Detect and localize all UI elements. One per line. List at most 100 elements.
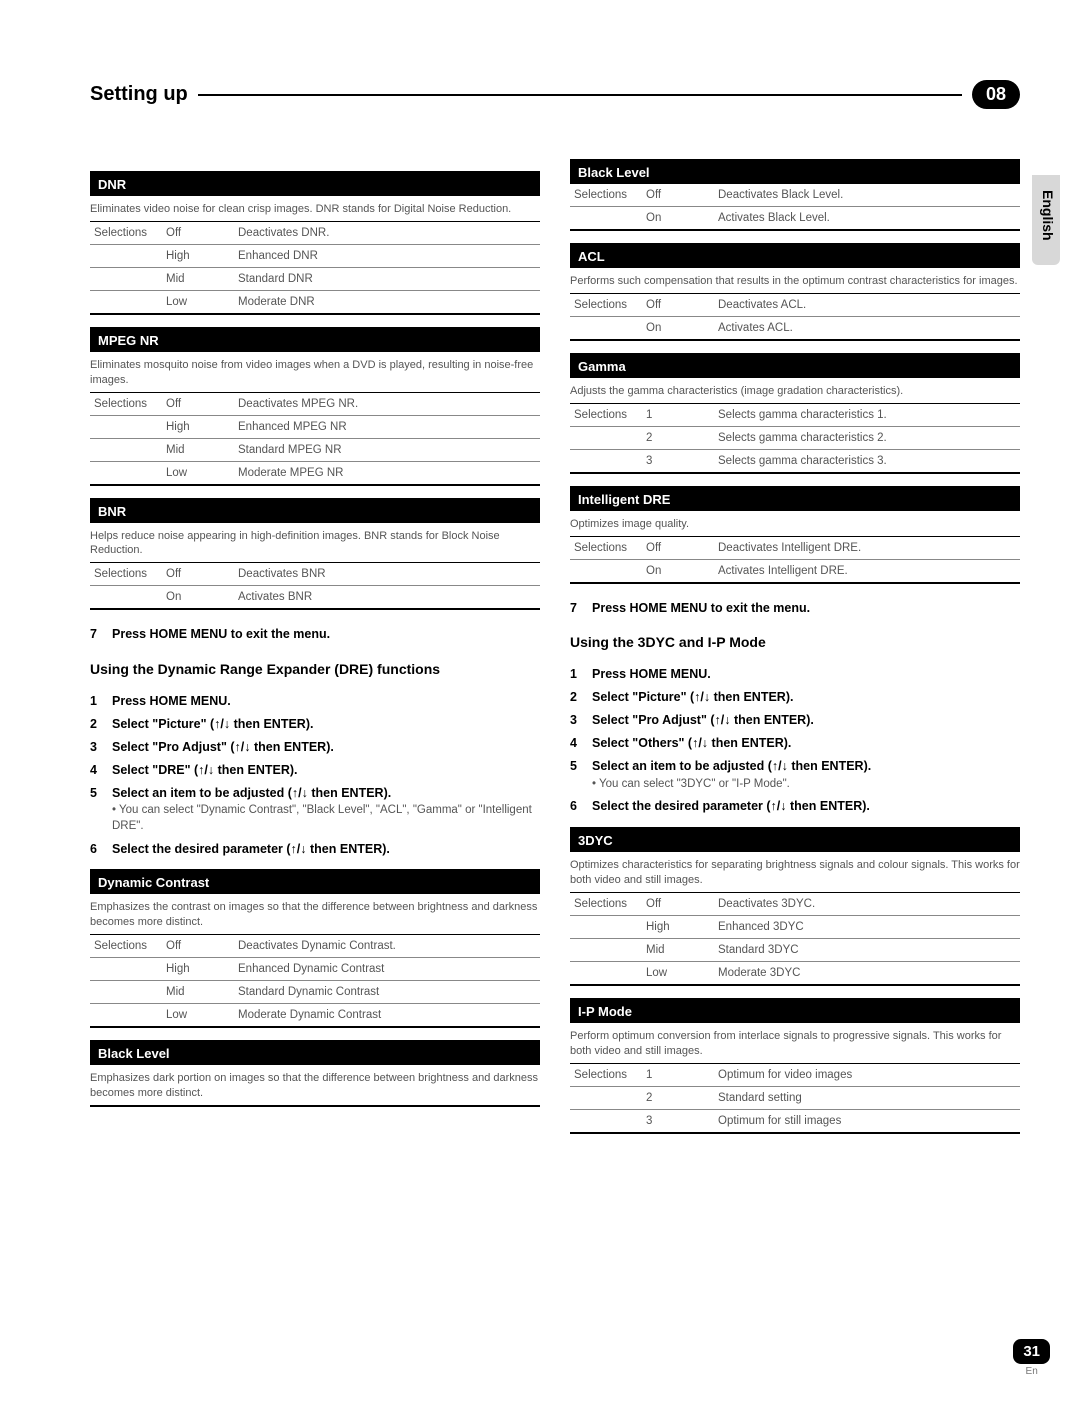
table-desc: Activates Intelligent DRE.: [714, 559, 1020, 583]
blacklevel-header: Black Level: [570, 159, 1020, 184]
table-value: 2: [642, 1086, 714, 1109]
step-text: Select an item to be adjusted (↑/↓ then …: [592, 758, 871, 792]
step-number: 1: [90, 693, 112, 710]
table-desc: Optimum for still images: [714, 1109, 1020, 1133]
step-item: 2Select "Picture" (↑/↓ then ENTER).: [90, 716, 540, 733]
acl-table: SelectionsOffDeactivates ACL. OnActivate…: [570, 294, 1020, 341]
step-item: 6Select the desired parameter (↑/↓ then …: [90, 841, 540, 858]
table-value: Mid: [162, 267, 234, 290]
table-desc: Activates BNR: [234, 586, 540, 610]
table-label: [570, 449, 642, 473]
mpegnr-table: SelectionsOffDeactivates MPEG NR. HighEn…: [90, 393, 540, 486]
table-value: On: [642, 316, 714, 340]
idre-header: Intelligent DRE: [570, 486, 1020, 511]
table-desc: Optimum for video images: [714, 1064, 1020, 1087]
step-number: 3: [90, 739, 112, 756]
tdyc-header: 3DYC: [570, 827, 1020, 852]
table-label: [90, 290, 162, 314]
table-value: 1: [642, 404, 714, 427]
table-desc: Moderate 3DYC: [714, 961, 1020, 985]
table-label: [570, 961, 642, 985]
table-desc: Moderate Dynamic Contrast: [234, 1004, 540, 1028]
step-item: 6Select the desired parameter (↑/↓ then …: [570, 798, 1020, 815]
table-desc: Enhanced 3DYC: [714, 915, 1020, 938]
dnr-table: SelectionsOffDeactivates DNR. HighEnhanc…: [90, 222, 540, 315]
page-number: 31: [1013, 1339, 1050, 1364]
table-label: Selections: [570, 893, 642, 916]
step-text: Select the desired parameter (↑/↓ then E…: [112, 841, 390, 858]
table-desc: Standard setting: [714, 1086, 1020, 1109]
step-item: 4Select "DRE" (↑/↓ then ENTER).: [90, 762, 540, 779]
step-text: Select the desired parameter (↑/↓ then E…: [592, 798, 870, 815]
table-desc: Deactivates DNR.: [234, 222, 540, 245]
mode-steps: 1Press HOME MENU. 2Select "Picture" (↑/↓…: [570, 666, 1020, 815]
right-column: Black Level SelectionsOffDeactivates Bla…: [570, 159, 1020, 1134]
table-desc: Activates ACL.: [714, 316, 1020, 340]
table-value: Off: [162, 563, 234, 586]
table-label: [90, 586, 162, 610]
step-number: 3: [570, 712, 592, 729]
gamma-table: Selections1Selects gamma characteristics…: [570, 404, 1020, 474]
gamma-desc: Adjusts the gamma characteristics (image…: [570, 378, 1020, 404]
ipmode-table: Selections1Optimum for video images 2Sta…: [570, 1064, 1020, 1134]
step-item: 5Select an item to be adjusted (↑/↓ then…: [570, 758, 1020, 792]
table-label: Selections: [90, 935, 162, 958]
step-text: Select "DRE" (↑/↓ then ENTER).: [112, 762, 298, 779]
table-desc: Selects gamma characteristics 1.: [714, 404, 1020, 427]
step-number: 6: [570, 798, 592, 815]
table-label: [90, 958, 162, 981]
blacklevel-table: SelectionsOffDeactivates Black Level. On…: [570, 184, 1020, 231]
table-value: High: [642, 915, 714, 938]
bnr-desc: Helps reduce noise appearing in high-def…: [90, 523, 540, 564]
table-desc: Deactivates Dynamic Contrast.: [234, 935, 540, 958]
language-tab: English: [1040, 190, 1056, 241]
step-item: 7Press HOME MENU to exit the menu.: [90, 626, 540, 643]
table-desc: Deactivates ACL.: [714, 294, 1020, 317]
table-value: Off: [162, 935, 234, 958]
table-label: [570, 316, 642, 340]
bnr-table: SelectionsOffDeactivates BNR OnActivates…: [90, 563, 540, 610]
table-value: High: [162, 244, 234, 267]
step-number: 4: [570, 735, 592, 752]
dre-heading: Using the Dynamic Range Expander (DRE) f…: [90, 661, 540, 677]
table-value: 1: [642, 1064, 714, 1087]
table-value: On: [162, 586, 234, 610]
step-number: 2: [90, 716, 112, 733]
step-text: Select "Picture" (↑/↓ then ENTER).: [592, 689, 793, 706]
table-label: [570, 938, 642, 961]
table-label: [90, 981, 162, 1004]
table-label: Selections: [90, 393, 162, 416]
acl-desc: Performs such compensation that results …: [570, 268, 1020, 294]
table-desc: Moderate MPEG NR: [234, 461, 540, 485]
table-label: [90, 267, 162, 290]
table-desc: Deactivates Intelligent DRE.: [714, 537, 1020, 560]
table-label: Selections: [570, 294, 642, 317]
table-value: Off: [642, 537, 714, 560]
step-item: 4Select "Others" (↑/↓ then ENTER).: [570, 735, 1020, 752]
table-label: [570, 1086, 642, 1109]
table-value: Off: [162, 393, 234, 416]
table-label: [570, 426, 642, 449]
mode-heading: Using the 3DYC and I-P Mode: [570, 634, 1020, 650]
table-desc: Deactivates 3DYC.: [714, 893, 1020, 916]
bnr-header: BNR: [90, 498, 540, 523]
table-label: [570, 207, 642, 231]
step-sub: • You can select "Dynamic Contrast", "Bl…: [112, 803, 540, 834]
step-text: Select "Picture" (↑/↓ then ENTER).: [112, 716, 313, 733]
step-number: 6: [90, 841, 112, 858]
table-desc: Deactivates MPEG NR.: [234, 393, 540, 416]
table-value: Mid: [642, 938, 714, 961]
step-text: Select "Others" (↑/↓ then ENTER).: [592, 735, 791, 752]
step-text: Press HOME MENU to exit the menu.: [592, 600, 810, 617]
chapter-title: Setting up: [90, 83, 188, 106]
table-value: Low: [162, 1004, 234, 1028]
table-label: Selections: [90, 563, 162, 586]
table-desc: Deactivates BNR: [234, 563, 540, 586]
step-main: Select an item to be adjusted (↑/↓ then …: [592, 759, 871, 773]
ipmode-desc: Perform optimum conversion from interlac…: [570, 1023, 1020, 1064]
table-value: On: [642, 207, 714, 231]
table-value: Mid: [162, 981, 234, 1004]
table-desc: Enhanced DNR: [234, 244, 540, 267]
step-item: 3Select "Pro Adjust" (↑/↓ then ENTER).: [570, 712, 1020, 729]
dyncon-desc: Emphasizes the contrast on images so tha…: [90, 894, 540, 935]
